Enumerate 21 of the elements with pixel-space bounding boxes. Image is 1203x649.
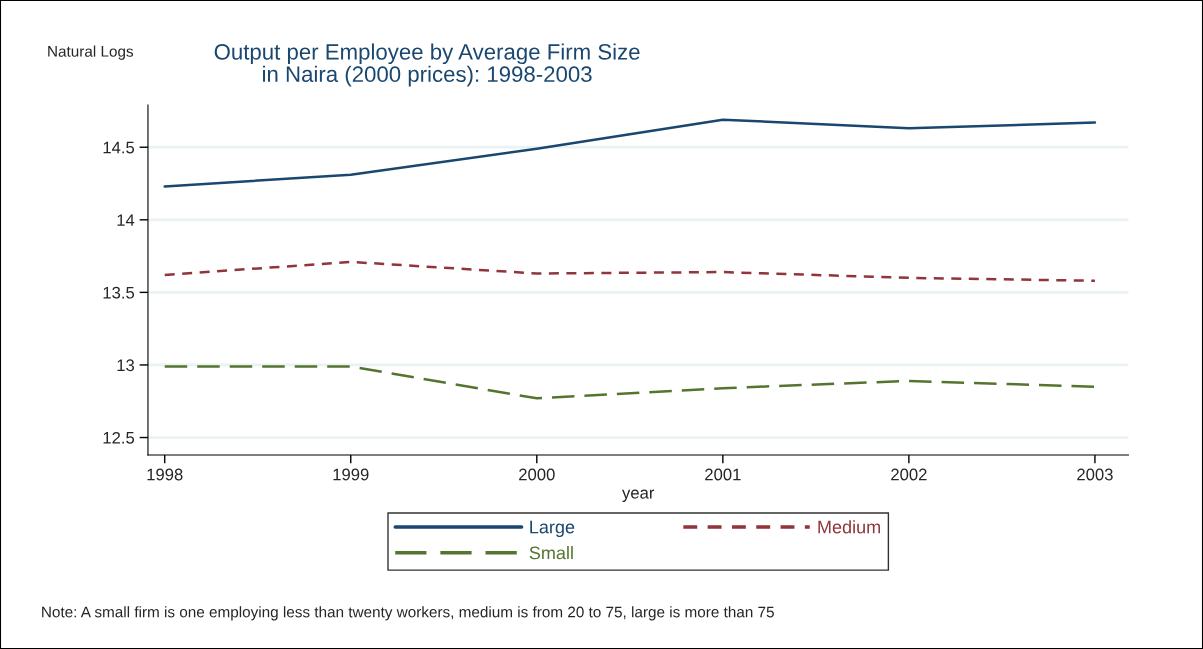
text: Medium: [818, 520, 880, 534]
y-tick-label: 13: [117, 359, 135, 372]
text: Small: [529, 546, 573, 560]
x-tick-label: 2003: [1077, 468, 1113, 481]
y-tick-label: 14.5: [103, 141, 135, 154]
line-series: [163, 260, 1097, 283]
x-tick-label: 2001: [705, 468, 741, 481]
y-tick-label: 14: [117, 214, 135, 226]
line-series: [163, 365, 1097, 400]
x-tick-label: 2000: [519, 468, 555, 481]
x-tick-label: 2002: [891, 468, 927, 481]
text: Large: [530, 520, 575, 537]
x-tick-label: 1998: [147, 468, 183, 481]
y-tick-label: 12.5: [103, 431, 135, 444]
y-tick-label: 13.5: [103, 286, 135, 299]
chart-title: Output per Employee by Average Firm Size in Naira (2000 prices): 1998-2003: [214, 43, 640, 87]
line-series: [163, 118, 1097, 188]
y-axis-title: Natural Logs: [48, 45, 134, 60]
x-tick-label: 1999: [333, 468, 369, 481]
text: Note: A small firm is one employing less than twenty workers, medium is from 20 to 75, large is more than 75: [42, 606, 774, 621]
x-axis-title: year: [622, 489, 655, 502]
